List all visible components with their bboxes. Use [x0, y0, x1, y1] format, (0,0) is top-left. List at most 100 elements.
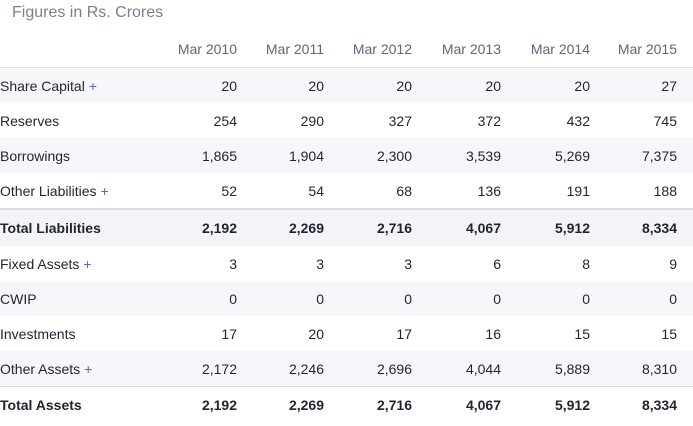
expand-fixed-assets-button[interactable]: + [83, 255, 92, 272]
row-label-cell: Total Liabilities [0, 208, 153, 246]
table-cell: 0 [324, 281, 412, 316]
row-other-liabilities: Other Liabilities + 52 54 68 136 191 188 [0, 173, 693, 209]
table-cell: 6 [493, 255, 501, 272]
table-cell: 5,912 [501, 386, 590, 423]
balance-sheet-table: Mar 2010 Mar 2011 Mar 2012 Mar 2013 Mar … [0, 30, 693, 423]
table-cell: 20 [153, 67, 237, 103]
table-cell: 20 [412, 67, 501, 103]
table-cell: 20 [308, 325, 324, 342]
table-cell: 5,269 [501, 138, 590, 173]
row-borrowings: Borrowings 1,865 1,904 2,300 3,539 5,269… [0, 138, 693, 173]
table-cell: 8 [582, 255, 590, 272]
table-cell: 16 [485, 325, 501, 342]
expand-share-capital-button[interactable]: + [88, 77, 98, 94]
row-label-cell: Borrowings [0, 138, 153, 173]
table-cell: 52 [221, 182, 237, 199]
row-other-assets: Other Assets + 2,172 2,246 2,696 4,044 5,… [0, 351, 693, 387]
table-cell: 2,300 [324, 138, 412, 173]
table-cell: 2,172 [153, 351, 237, 387]
table-cell: 4,067 [412, 386, 501, 423]
table-cell: 15 [661, 325, 677, 342]
table-cell: 20 [237, 67, 324, 103]
column-header-mar-2014: Mar 2014 [501, 30, 590, 68]
table-cell: 3,539 [412, 138, 501, 173]
table-cell: 4,067 [412, 208, 501, 246]
expand-other-liabilities-button[interactable]: + [100, 182, 109, 199]
table-cell: 54 [308, 182, 324, 199]
row-cwip: CWIP 0 0 0 0 0 0 [0, 281, 693, 316]
table-cell: 3 [229, 255, 237, 272]
table-cell: 2,269 [237, 208, 324, 246]
table-cell: 2,716 [324, 208, 412, 246]
table-cell: 0 [590, 281, 693, 316]
row-fixed-assets: Fixed Assets + 3 3 3 6 8 9 [0, 246, 693, 281]
column-header-mar-2015: Mar 2015 [590, 30, 693, 68]
row-label-cell: CWIP [0, 281, 153, 316]
header-row: Mar 2010 Mar 2011 Mar 2012 Mar 2013 Mar … [0, 30, 693, 68]
table-cell: 0 [153, 281, 237, 316]
table-cell: 3 [316, 255, 324, 272]
table-cell: 2,246 [237, 351, 324, 387]
row-label: Fixed Assets [0, 255, 80, 272]
column-header-mar-2012: Mar 2012 [324, 30, 412, 68]
table-cell: 0 [501, 281, 590, 316]
table-cell: 290 [300, 112, 324, 129]
table-cell: 9 [669, 255, 677, 272]
row-label: Reserves [0, 112, 60, 129]
units-caption: Figures in Rs. Crores [12, 4, 164, 21]
table-cell: 8,310 [590, 351, 693, 387]
table-cell: 1,904 [237, 138, 324, 173]
row-label-cell: Share Capital + [0, 67, 153, 103]
row-label: Other Liabilities [0, 182, 97, 199]
table-cell: 254 [213, 112, 237, 129]
row-share-capital: Share Capital + 20 20 20 20 20 27 [0, 67, 693, 103]
column-header-mar-2011: Mar 2011 [237, 30, 324, 68]
table-cell: 2,269 [237, 386, 324, 423]
row-reserves: Reserves 254 290 327 372 432 745 [0, 103, 693, 138]
row-label: CWIP [0, 290, 37, 307]
table-cell: 17 [396, 325, 412, 342]
table-cell: 372 [477, 112, 501, 129]
row-total-liabilities: Total Liabilities 2,192 2,269 2,716 4,06… [0, 208, 693, 246]
row-label-cell: Other Assets + [0, 351, 153, 387]
row-label: Borrowings [0, 147, 71, 164]
column-header-mar-2013: Mar 2013 [412, 30, 501, 68]
table-cell: 136 [477, 182, 501, 199]
table-cell: 327 [388, 112, 412, 129]
table-cell: 432 [566, 112, 590, 129]
table-cell: 8,334 [590, 386, 693, 423]
table-cell: 3 [404, 255, 412, 272]
row-label-cell: Total Assets [0, 386, 153, 423]
row-label: Total Liabilities [0, 220, 101, 236]
table-cell: 188 [653, 182, 677, 199]
row-label-cell: Other Liabilities + [0, 173, 153, 209]
table-cell: 8,334 [590, 208, 693, 246]
row-investments: Investments 17 20 17 16 15 15 [0, 316, 693, 351]
table-cell: 2,192 [153, 208, 237, 246]
row-label-cell: Fixed Assets + [0, 246, 153, 281]
table-cell: 1,865 [153, 138, 237, 173]
table-cell: 20 [324, 67, 412, 103]
table-cell: 17 [221, 325, 237, 342]
table-cell: 5,912 [501, 208, 590, 246]
table-cell: 4,044 [412, 351, 501, 387]
table-cell: 15 [574, 325, 590, 342]
table-cell: 27 [590, 67, 693, 103]
row-label-cell: Reserves [0, 103, 153, 138]
table-cell: 0 [237, 281, 324, 316]
table-cell: 2,192 [153, 386, 237, 423]
row-label-cell: Investments [0, 316, 153, 351]
table-cell: 20 [501, 67, 590, 103]
column-header-mar-2010: Mar 2010 [153, 30, 237, 68]
row-label: Total Assets [0, 397, 82, 413]
expand-other-assets-button[interactable]: + [84, 360, 93, 377]
table-cell: 2,696 [324, 351, 412, 387]
table-cell: 0 [412, 281, 501, 316]
table-cell: 5,889 [501, 351, 590, 387]
table-cell: 745 [653, 112, 677, 129]
header-label-cell [0, 30, 153, 68]
row-label: Share Capital [0, 77, 85, 94]
row-total-assets: Total Assets 2,192 2,269 2,716 4,067 5,9… [0, 386, 693, 423]
table-cell: 68 [396, 182, 412, 199]
table-cell: 2,716 [324, 386, 412, 423]
